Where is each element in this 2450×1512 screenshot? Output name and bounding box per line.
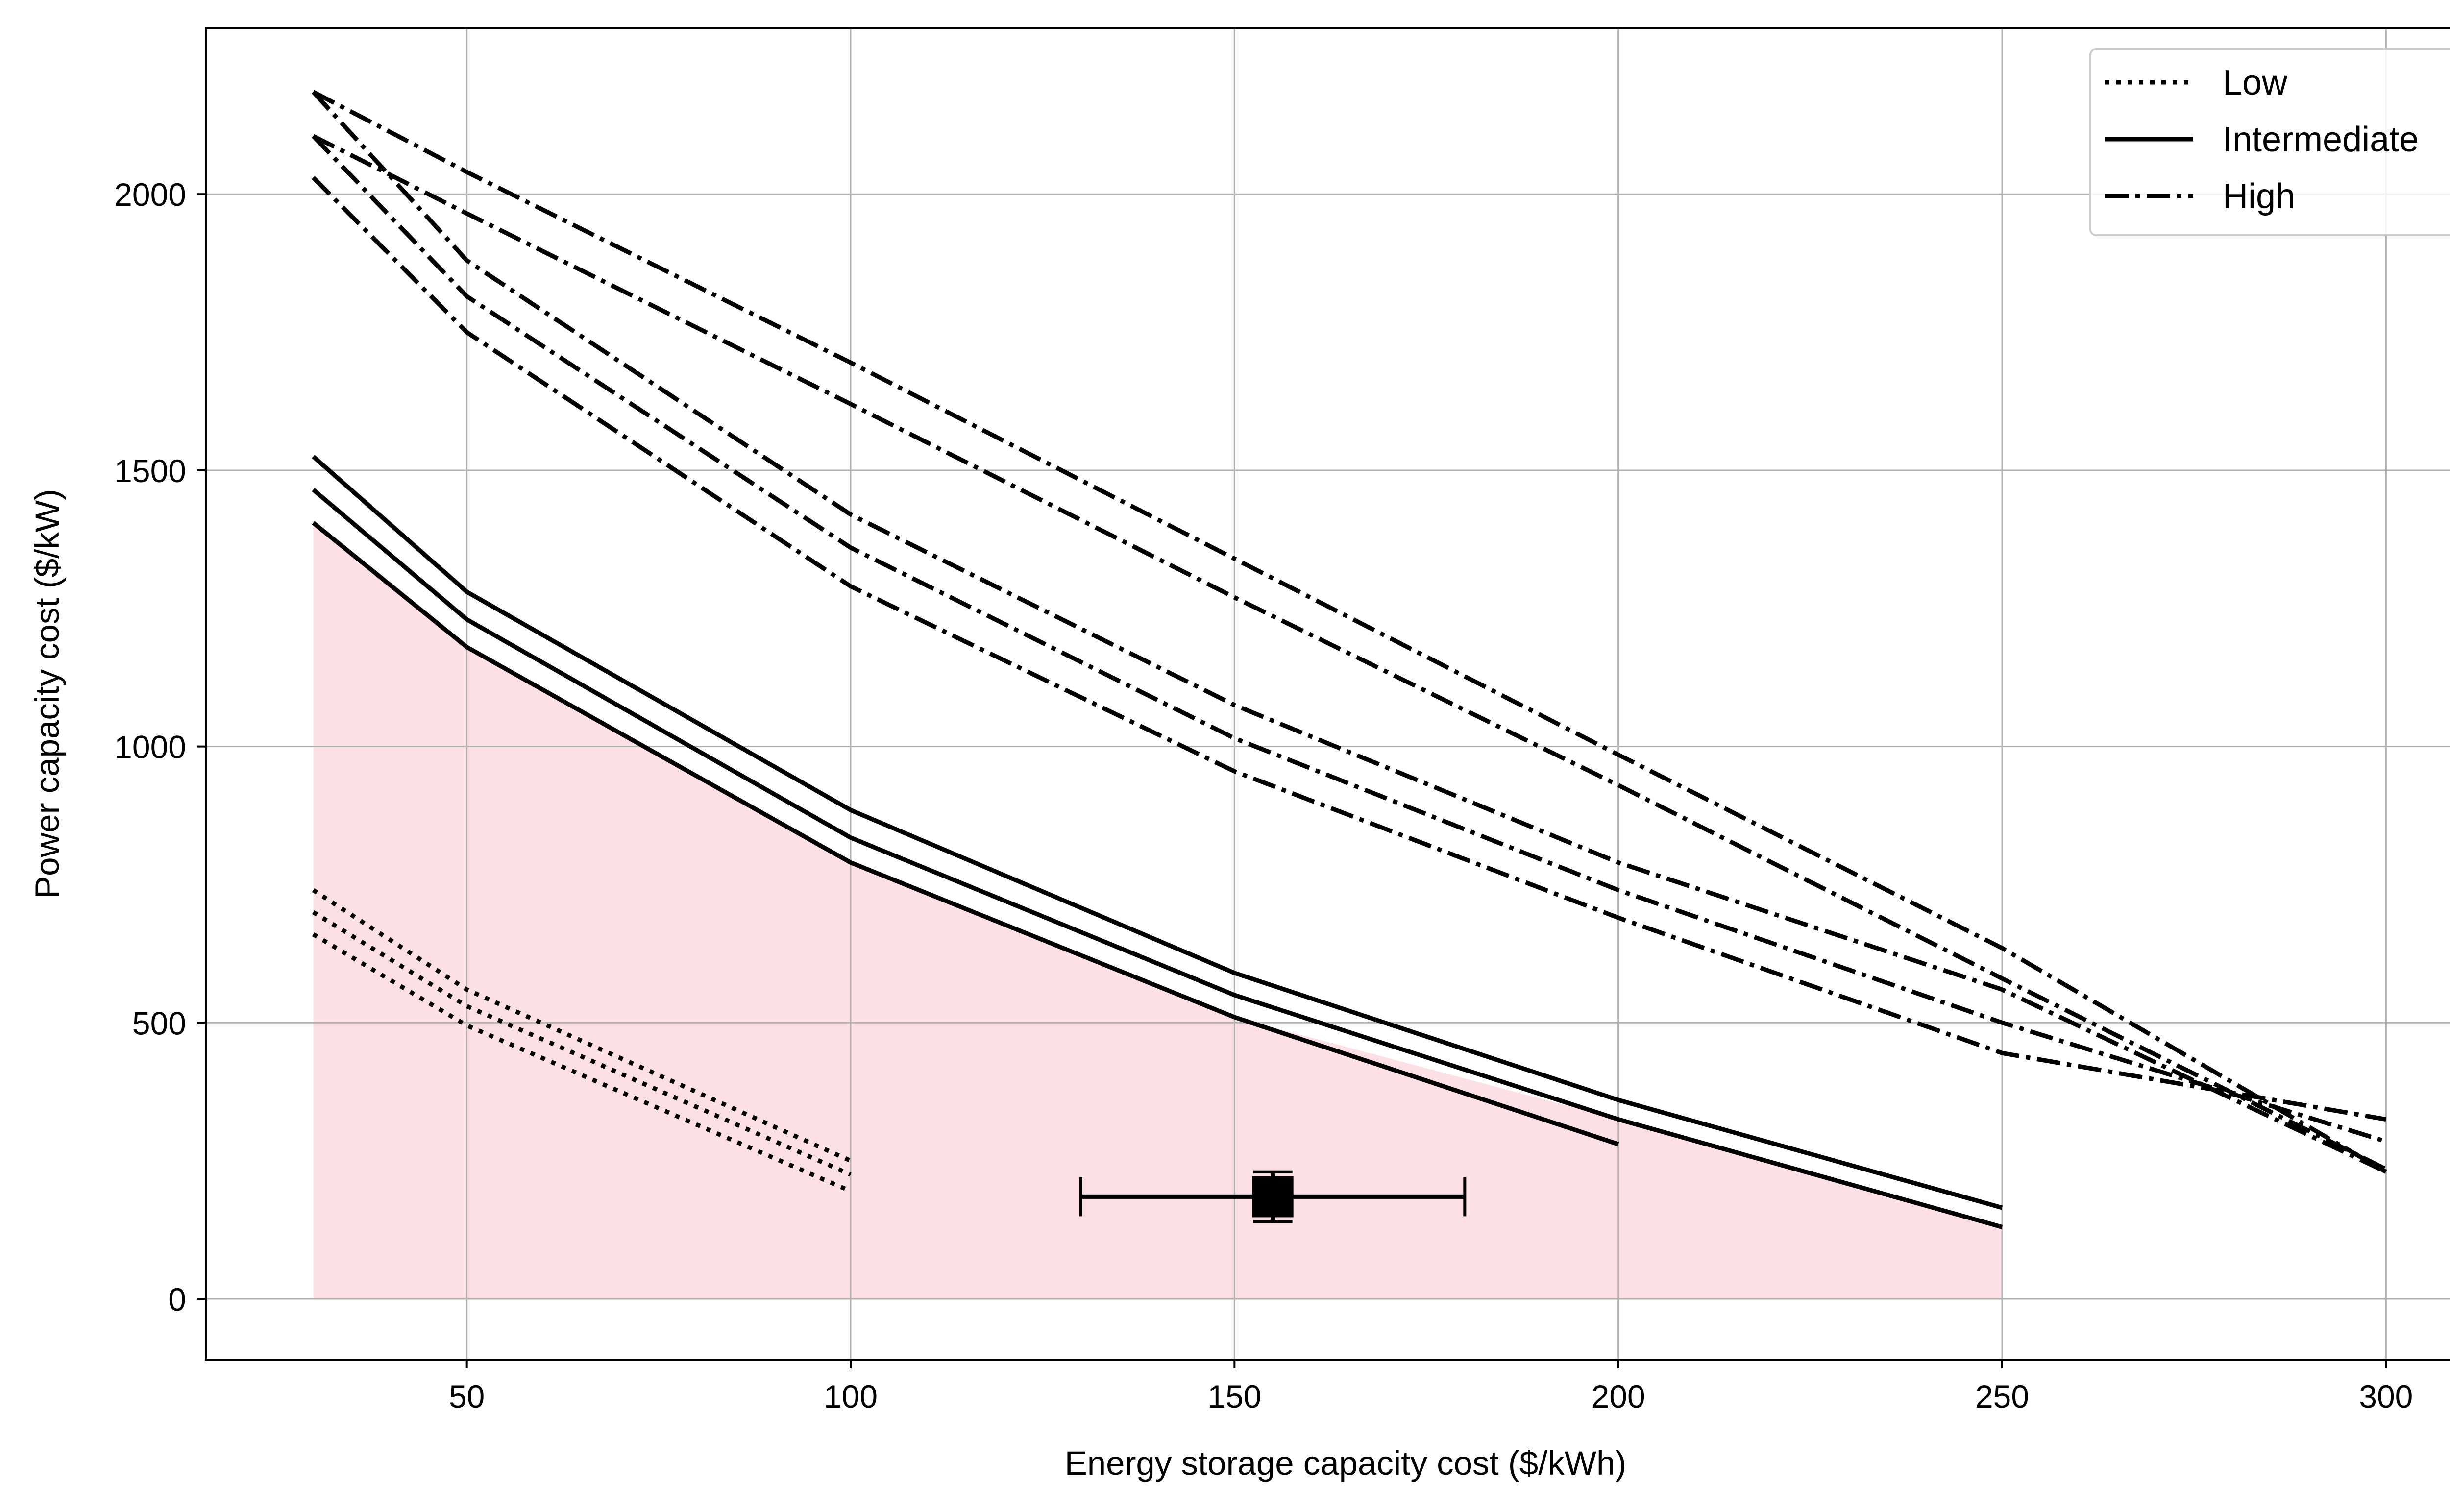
legend-label-intermediate: Intermediate — [2223, 120, 2419, 159]
x-tick-label: 200 — [1592, 1378, 1645, 1414]
series-line-intermediate-6 — [312, 521, 1619, 1146]
series-line-intermediate-4 — [312, 455, 2003, 1210]
x-axis-ticks: 50 100 150 200 250 300 — [449, 1360, 2413, 1414]
y-axis-label: Power capacity cost ($/kW) — [28, 489, 66, 899]
legend: Low Intermediate High — [2089, 48, 2450, 236]
y-tick-label: 1500 — [114, 453, 186, 489]
legend-label-high: High — [2223, 177, 2295, 216]
x-tick-label: 150 — [1207, 1378, 1261, 1414]
grid-layer — [206, 28, 2450, 1360]
series-line-high-8 — [312, 134, 2387, 1171]
error-point-marker — [1252, 1176, 1294, 1218]
x-tick-label: 250 — [1975, 1378, 2029, 1414]
series-line-low-1 — [312, 888, 852, 1163]
x-axis-label: Energy storage capacity cost ($/kWh) — [1065, 1444, 1627, 1482]
legend-box — [2089, 48, 2450, 236]
y-tick-label: 1000 — [114, 729, 186, 765]
y-axis-ticks: 0 500 1000 1500 2000 — [114, 176, 206, 1317]
plot-area-frame — [205, 27, 2450, 1361]
x-tick-label: 300 — [2359, 1378, 2413, 1414]
series-line-high-11 — [312, 176, 2387, 1122]
x-tick-label: 50 — [449, 1378, 485, 1414]
error-bar-layer — [1079, 1170, 1467, 1223]
legend-label-low: Low — [2223, 63, 2288, 102]
series-line-high-7 — [312, 90, 2387, 1174]
shaded-region — [313, 523, 2002, 1299]
y-tick-label: 2000 — [114, 176, 186, 213]
x-tick-label: 100 — [824, 1378, 878, 1414]
series-line-intermediate-5 — [312, 488, 2003, 1229]
y-tick-label: 500 — [132, 1005, 186, 1041]
series-line-high-9 — [311, 90, 2387, 1174]
series-line-low-3 — [312, 932, 852, 1194]
y-tick-label: 0 — [168, 1281, 186, 1317]
series-line-high-10 — [312, 134, 2387, 1144]
shaded-region-layer — [313, 523, 2002, 1299]
series-layer — [311, 90, 2387, 1229]
series-line-low-2 — [312, 910, 852, 1177]
